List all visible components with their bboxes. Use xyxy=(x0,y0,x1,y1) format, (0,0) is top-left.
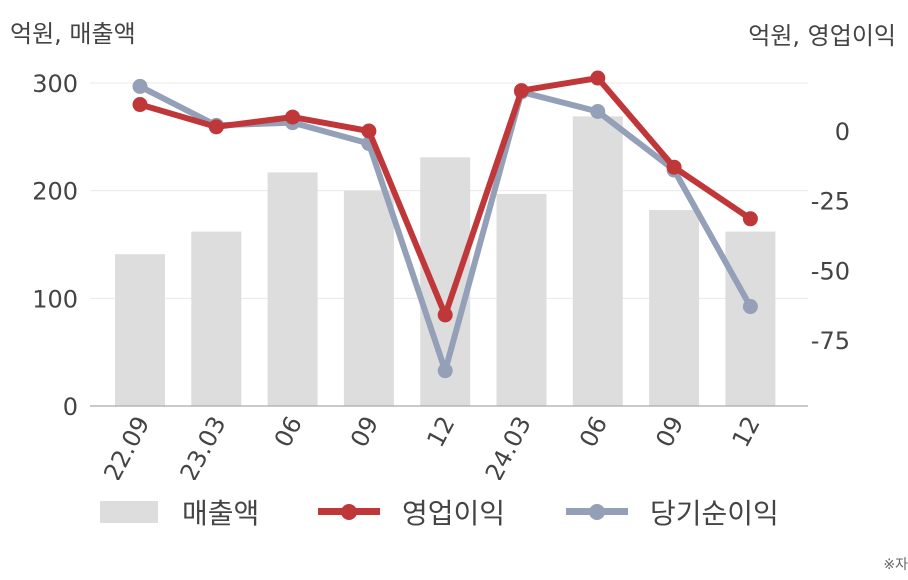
x-tick-label: 24.03 xyxy=(480,412,537,480)
revenue-bar xyxy=(572,116,623,407)
x-tick-label: 12 xyxy=(421,412,460,452)
x-tick-label: 06 xyxy=(574,412,613,452)
operating-profit-point xyxy=(590,70,606,86)
legend-label-net-income: 당기순이익 xyxy=(650,497,779,530)
combo-chart: 0 100 200 300 0 -25 -50 -75 22.09 23.03 06 09 12 24.0… xyxy=(32,70,850,480)
x-tick-label: 09 xyxy=(345,412,384,452)
x-tick-label: 09 xyxy=(650,412,689,452)
operating-profit-point xyxy=(285,109,301,125)
right-tick-label: -50 xyxy=(811,257,850,285)
revenue-bar xyxy=(115,254,165,406)
revenue-bar xyxy=(267,172,318,406)
operating-profit-point xyxy=(514,83,529,99)
revenue-bar xyxy=(649,210,700,406)
right-tick-label: -75 xyxy=(811,327,850,355)
net-income-point xyxy=(437,363,453,379)
x-tick-label: 22.09 xyxy=(98,412,155,480)
revenue-bar xyxy=(725,231,776,406)
revenue-bar xyxy=(496,193,547,406)
left-tick-label: 0 xyxy=(63,393,78,421)
left-tick-label: 200 xyxy=(32,178,78,206)
right-tick-label: -25 xyxy=(811,188,850,216)
x-tick-label: 12 xyxy=(727,412,766,452)
footnote: ※자 xyxy=(883,557,908,573)
x-tick-label: 23.03 xyxy=(175,412,232,480)
x-tick-label: 06 xyxy=(269,412,308,452)
left-tick-label: 300 xyxy=(32,70,78,98)
left-tick-label: 100 xyxy=(32,285,78,313)
legend-line-swatch-net-income xyxy=(566,501,628,523)
right-axis-unit: 억원, 영업이익 xyxy=(748,22,896,50)
net-income-point xyxy=(742,299,758,315)
legend-line-swatch-operating-profit xyxy=(318,501,380,523)
net-income-point xyxy=(132,78,148,94)
net-income-point xyxy=(590,103,606,119)
revenue-bar xyxy=(343,190,394,406)
revenue-bars xyxy=(115,116,776,407)
legend-item-operating-profit: 영업이익 xyxy=(318,492,505,532)
operating-profit-point xyxy=(361,123,377,139)
operating-profit-point xyxy=(208,119,224,135)
operating-profit-point xyxy=(742,211,758,227)
legend-bar-swatch xyxy=(100,501,158,523)
revenue-bar xyxy=(191,231,242,406)
right-tick-label: 0 xyxy=(835,118,850,146)
legend-item-net-income: 당기순이익 xyxy=(566,492,779,532)
legend-item-revenue: 매출액 xyxy=(100,492,259,532)
profit-lines xyxy=(132,70,758,379)
operating-profit-point xyxy=(666,159,682,175)
legend-label-operating-profit: 영업이익 xyxy=(402,497,506,530)
operating-profit-point xyxy=(132,97,148,113)
legend-label-revenue: 매출액 xyxy=(182,497,260,530)
operating-profit-point xyxy=(437,307,453,323)
left-axis-unit: 억원, 매출액 xyxy=(10,20,136,48)
